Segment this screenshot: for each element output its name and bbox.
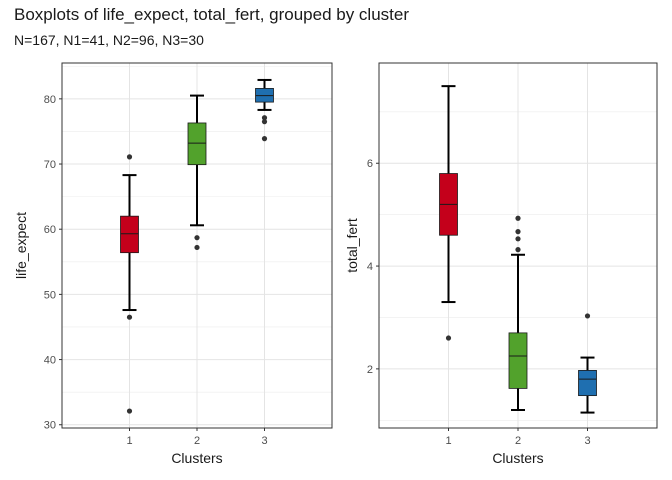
iqr-box: [120, 215, 139, 254]
y-tick-label: 6: [367, 158, 373, 170]
chart-subtitle: N=167, N1=41, N2=96, N3=30: [14, 32, 204, 48]
outlier-point: [515, 229, 521, 235]
y-axis-label: life_expect: [13, 212, 29, 279]
outlier-point: [445, 335, 452, 341]
x-axis-label: Clusters: [171, 450, 222, 466]
x-tick-label: 1: [126, 435, 132, 447]
iqr-box: [187, 122, 207, 166]
outlier-point: [261, 115, 268, 121]
box-cluster-1: [439, 85, 458, 341]
outlier-point: [194, 235, 200, 241]
chart-title: Boxplots of life_expect, total_fert, gro…: [14, 5, 410, 24]
iqr-box: [578, 370, 597, 397]
outlier-point: [515, 247, 521, 253]
x-tick-label: 3: [261, 435, 267, 447]
y-tick-label: 70: [44, 159, 56, 171]
outlier-point: [515, 236, 521, 242]
outlier-point: [126, 408, 133, 414]
y-tick-label: 4: [367, 261, 373, 273]
outlier-point: [261, 119, 268, 125]
y-tick-label: 40: [44, 355, 56, 367]
x-tick-label: 2: [515, 435, 521, 447]
y-tick-label: 80: [44, 94, 56, 106]
outlier-point: [584, 313, 591, 319]
box-cluster-3: [255, 78, 274, 142]
box-cluster-1: [120, 154, 139, 414]
panel-1: 30 40 50 60 70 80 1 2 3 Clusters life_expect: [13, 62, 333, 466]
iqr-box: [508, 332, 528, 389]
outlier-point: [126, 154, 133, 160]
panel-2: 2 4 6 1 2 3 Clusters total_fert: [344, 62, 658, 466]
y-tick-label: 2: [367, 364, 373, 376]
x-axis-label: Clusters: [492, 450, 543, 466]
box-cluster-2: [508, 215, 528, 412]
outlier-point: [194, 244, 200, 251]
x-tick-label: 1: [445, 435, 451, 447]
outlier-point: [261, 136, 268, 142]
outlier-point: [515, 215, 521, 221]
y-tick-label: 50: [44, 289, 56, 301]
y-tick-label: 60: [44, 224, 56, 236]
y-tick-label: 30: [44, 420, 56, 432]
x-tick-label: 3: [584, 435, 590, 447]
box-cluster-3: [578, 313, 597, 414]
y-axis-label: total_fert: [344, 218, 360, 273]
x-tick-label: 2: [194, 435, 200, 447]
box-cluster-2: [187, 94, 207, 251]
outlier-point: [126, 314, 133, 320]
